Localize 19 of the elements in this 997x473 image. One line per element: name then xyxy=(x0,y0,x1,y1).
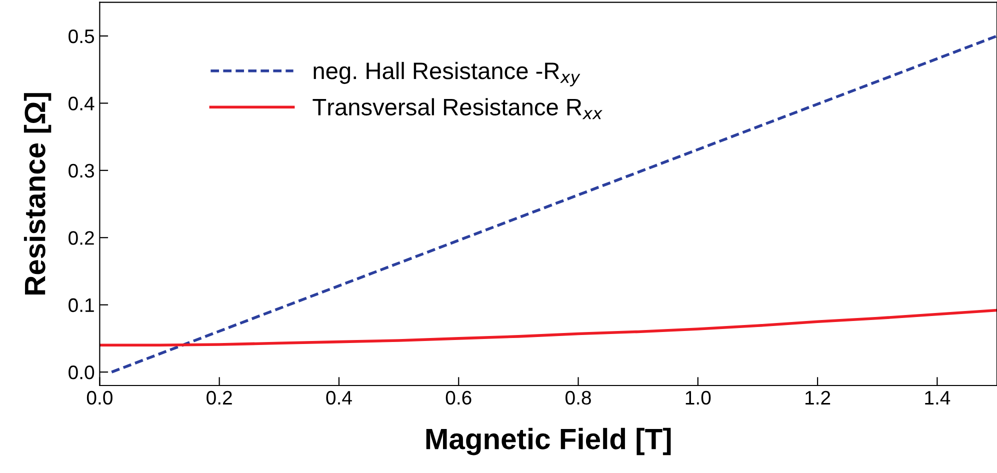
y-axis-title: Resistance [Ω] xyxy=(24,93,52,294)
x-tick-label: 0.6 xyxy=(446,390,472,405)
y-tick-label: 0.0 xyxy=(68,366,94,380)
y-tick-label: 0.2 xyxy=(68,231,94,245)
x-axis-title: Magnetic Field [T] xyxy=(426,428,671,456)
x-tick-label: 0.8 xyxy=(566,390,591,405)
legend-label: neg. Hall Resistance -R$_{xy}$ xyxy=(314,62,580,86)
x-tick-label: 0.2 xyxy=(206,390,232,405)
y-tick-label: 0.3 xyxy=(68,164,94,178)
x-tick-label: 1.4 xyxy=(925,391,950,404)
x-tick-label: 0.4 xyxy=(326,390,352,405)
y-tick-label: 0.1 xyxy=(68,298,94,312)
x-tick-label: 1.2 xyxy=(806,390,830,404)
y-tick-label: 0.5 xyxy=(68,29,94,44)
x-tick-label: 0.0 xyxy=(86,390,112,405)
y-tick-label: 0.4 xyxy=(68,96,94,110)
legend-label: Transversal Resistance R$_{xx}$ xyxy=(312,98,602,120)
x-tick-label: 1.0 xyxy=(686,390,711,405)
line-series xyxy=(100,308,997,347)
